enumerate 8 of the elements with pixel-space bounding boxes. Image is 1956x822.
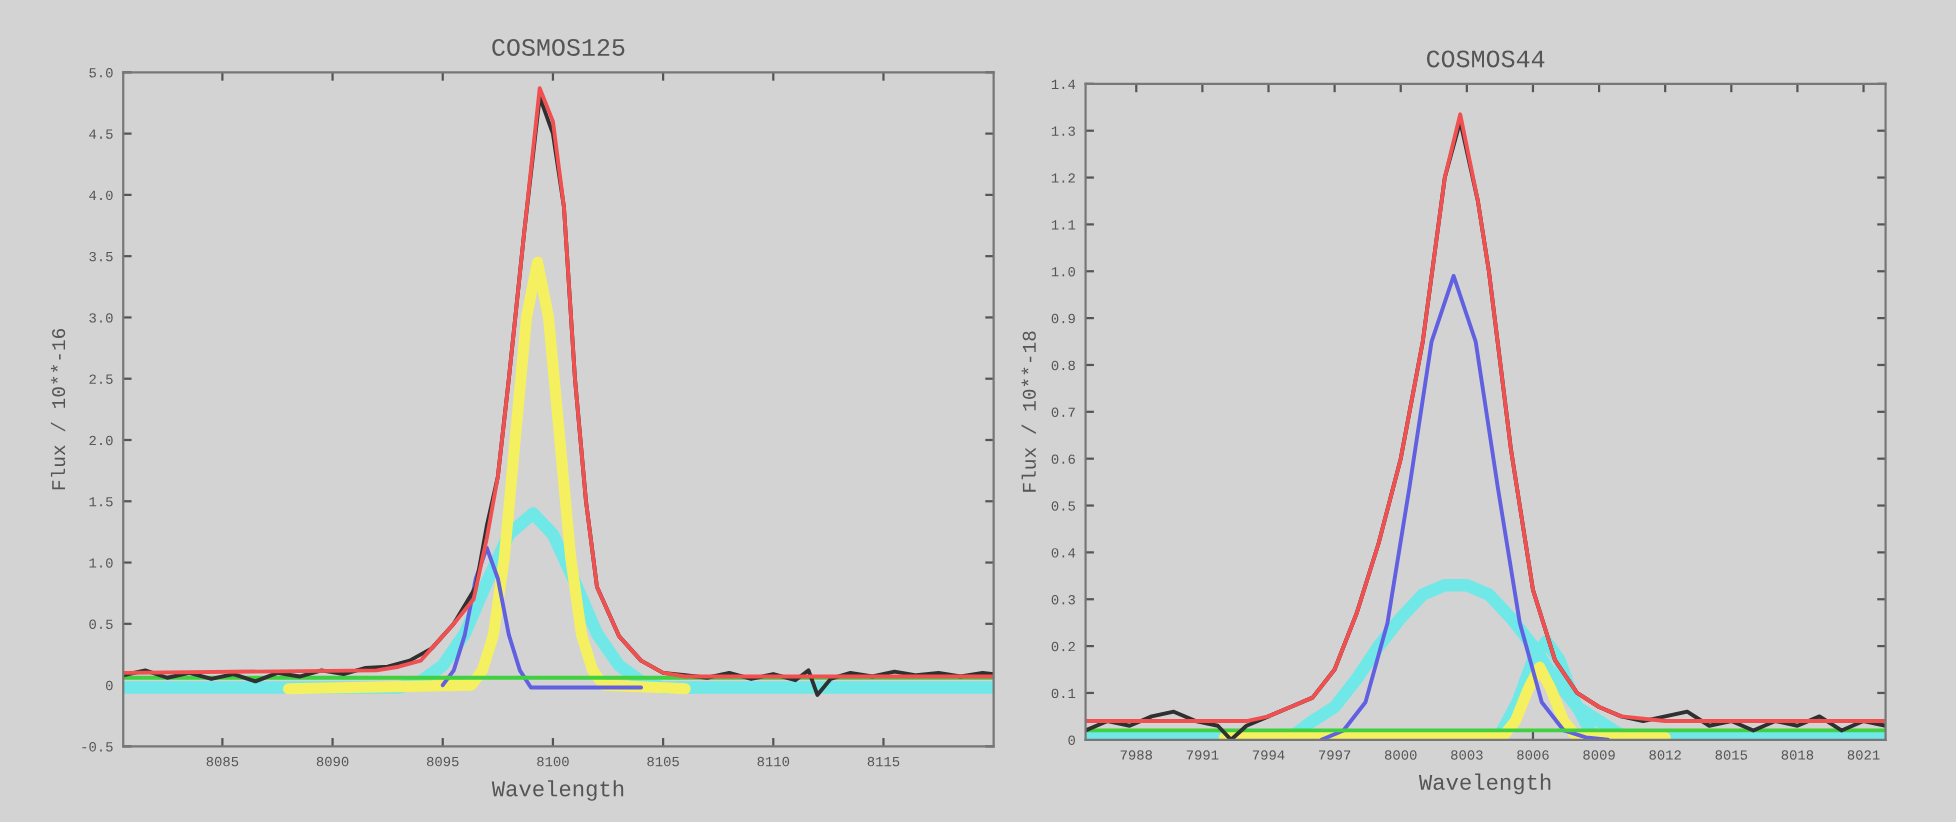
chart-title: COSMOS44: [1426, 50, 1545, 68]
x-axis-title: Wavelength: [491, 780, 624, 801]
line-series: [1319, 274, 1610, 740]
x-axis-title: Wavelength: [1418, 773, 1551, 795]
line-series: [440, 545, 644, 690]
y-axis-title: Flux / 10**-18: [1021, 331, 1036, 492]
chart-title: COSMOS125: [492, 38, 625, 56]
y-axis-title: Flux / 10**-16: [50, 328, 66, 490]
